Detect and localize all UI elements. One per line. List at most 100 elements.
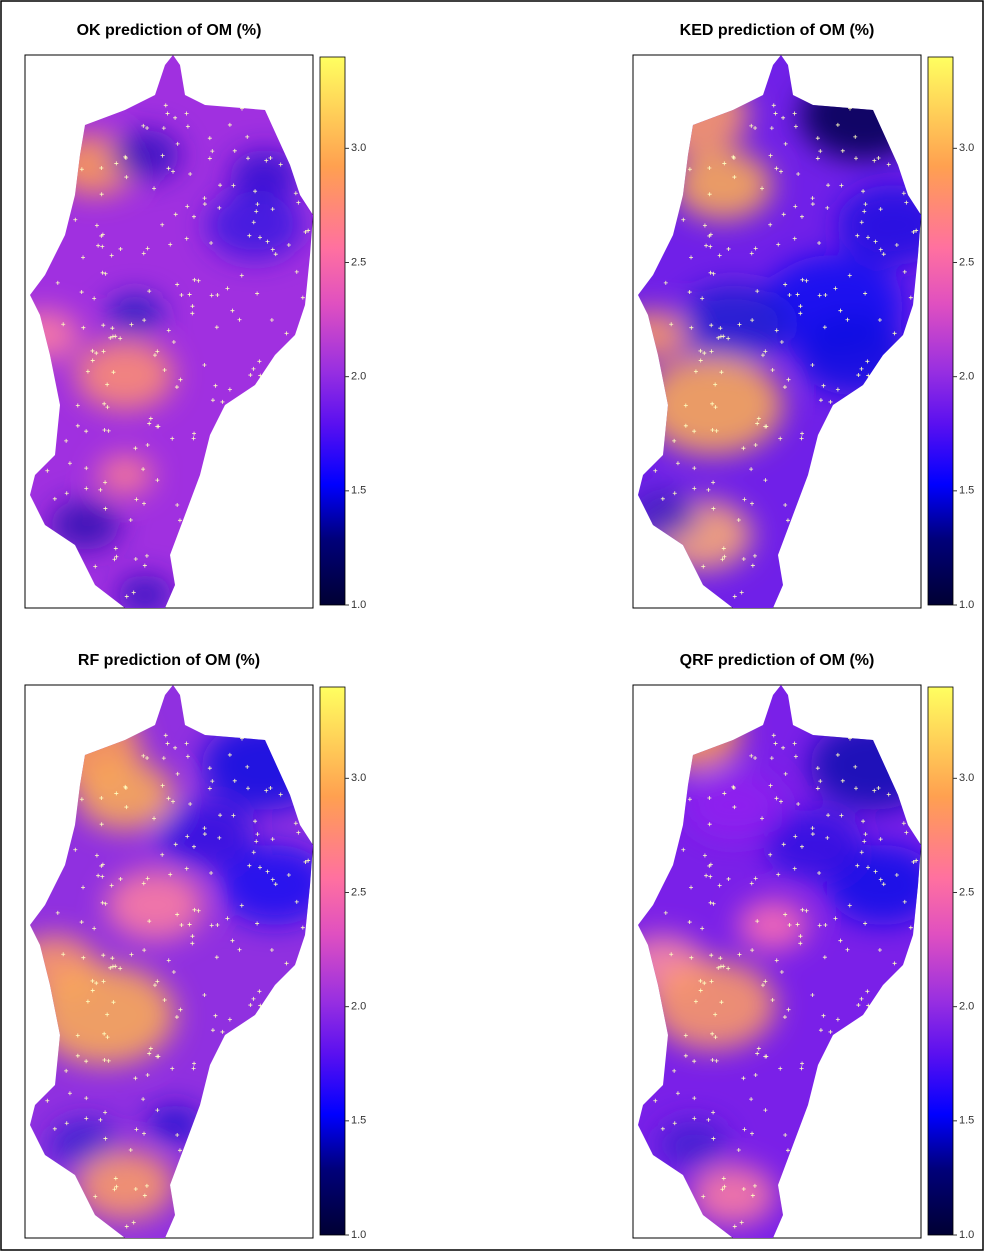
sample-point xyxy=(741,446,746,451)
sample-point xyxy=(99,795,104,800)
sample-point xyxy=(859,850,864,855)
sample-point xyxy=(96,873,101,878)
sample-point xyxy=(94,981,99,986)
sample-point xyxy=(815,766,820,771)
sample-point xyxy=(94,853,99,858)
sample-point xyxy=(700,296,705,301)
sample-point xyxy=(163,733,168,738)
sample-point xyxy=(749,123,754,128)
sample-point xyxy=(94,223,99,228)
sample-point xyxy=(722,1184,727,1189)
sample-point xyxy=(859,996,864,1001)
sample-point xyxy=(191,436,196,441)
sample-point xyxy=(737,952,742,957)
sample-point xyxy=(854,786,859,791)
map-patch xyxy=(106,870,204,940)
sample-point xyxy=(755,919,760,924)
sample-point xyxy=(64,1121,69,1126)
sample-point xyxy=(753,246,758,251)
sample-point xyxy=(810,992,815,997)
map-patch xyxy=(691,1165,775,1225)
sample-point xyxy=(800,431,805,436)
colorbar xyxy=(319,56,346,606)
sample-point xyxy=(739,590,744,595)
sample-point xyxy=(840,148,845,153)
sample-point xyxy=(781,745,786,750)
sample-point xyxy=(257,989,262,994)
sample-point xyxy=(778,1066,783,1071)
sample-point xyxy=(823,292,828,297)
sample-point xyxy=(755,289,760,294)
sample-point xyxy=(828,1029,833,1034)
sample-point xyxy=(877,947,882,952)
sample-point xyxy=(719,1000,724,1005)
sample-point xyxy=(702,981,707,986)
sample-point xyxy=(265,239,270,244)
sample-point xyxy=(79,920,84,925)
sample-point xyxy=(683,423,688,428)
sample-point xyxy=(855,863,860,868)
sample-point xyxy=(103,1110,108,1115)
sample-point xyxy=(109,253,114,258)
sample-point xyxy=(804,278,809,283)
sample-point xyxy=(133,1076,138,1081)
sample-point xyxy=(793,124,798,129)
sample-point xyxy=(704,243,709,248)
sample-point xyxy=(105,1012,110,1017)
sample-point xyxy=(783,1133,788,1138)
sample-point xyxy=(795,922,800,927)
sample-point xyxy=(84,429,89,434)
colorbar xyxy=(927,56,954,606)
sample-point xyxy=(155,1108,160,1113)
map-patch xyxy=(738,900,808,950)
sample-point xyxy=(145,1073,150,1078)
sample-point xyxy=(687,920,692,925)
prediction-map xyxy=(638,55,921,608)
sample-point xyxy=(873,239,878,244)
map-patch xyxy=(97,455,153,495)
sample-point xyxy=(768,783,773,788)
sample-point xyxy=(75,403,80,408)
sample-point xyxy=(709,953,714,958)
sample-point xyxy=(750,563,755,568)
sample-point xyxy=(255,832,260,837)
panel: RF prediction of OM (%) 1.0 1.5 2.0 2.5 3.0 xyxy=(24,652,366,1241)
sample-point xyxy=(689,885,694,890)
sample-point xyxy=(752,553,757,558)
sample-point xyxy=(114,161,119,166)
sample-point xyxy=(653,468,658,473)
sample-point xyxy=(284,961,289,966)
sample-point xyxy=(184,111,189,116)
colorbar xyxy=(319,686,346,1236)
sample-point xyxy=(774,166,779,171)
sample-point xyxy=(105,405,110,410)
sample-point xyxy=(687,797,692,802)
sample-point xyxy=(749,251,754,256)
sample-point xyxy=(257,359,262,364)
sample-point xyxy=(185,834,190,839)
sample-point xyxy=(763,478,768,483)
sample-point xyxy=(112,557,117,562)
sample-point xyxy=(755,421,760,426)
sample-point xyxy=(113,1176,118,1181)
colorbar-tick-label: 2.0 xyxy=(959,1001,974,1013)
sample-point xyxy=(64,438,69,443)
sample-point xyxy=(202,826,207,831)
sample-point xyxy=(178,377,183,382)
sample-point xyxy=(720,1187,725,1192)
sample-point xyxy=(732,805,737,810)
sample-point xyxy=(838,938,843,943)
sample-point xyxy=(113,334,118,339)
sample-point xyxy=(214,325,219,330)
sample-point xyxy=(739,1220,744,1225)
sample-point xyxy=(798,311,803,316)
sample-point xyxy=(881,882,886,887)
sample-point xyxy=(141,753,146,758)
sample-point xyxy=(217,835,222,840)
sample-point xyxy=(45,1098,50,1103)
sample-point xyxy=(217,205,222,210)
sample-point xyxy=(796,172,801,177)
sample-point xyxy=(55,910,60,915)
sample-point xyxy=(108,335,113,340)
